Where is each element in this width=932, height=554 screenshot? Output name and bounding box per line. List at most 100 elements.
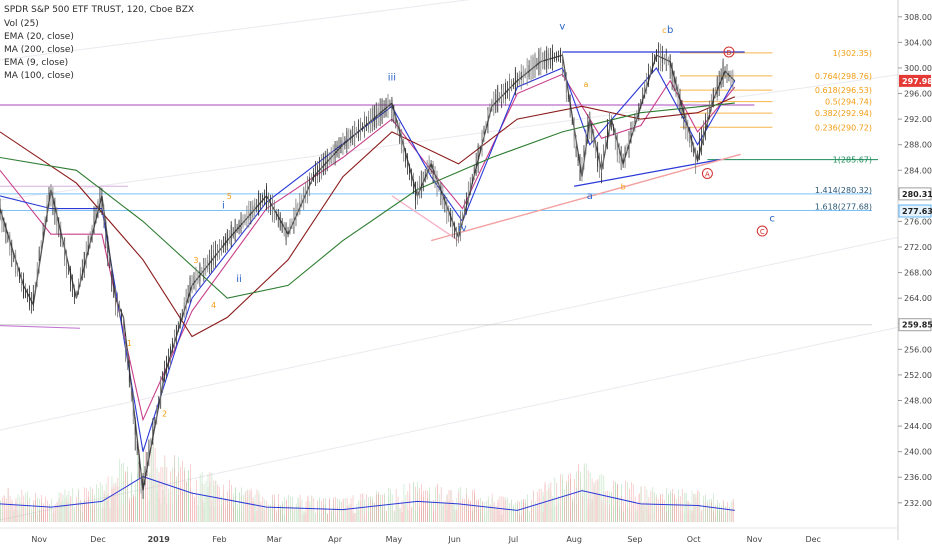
time-axis[interactable]: Nov Dec 2019 Feb Mar Apr May Jun Jul Aug Sep Oct Nov… xyxy=(0,527,898,544)
volume-bar xyxy=(274,503,275,522)
volume-bar xyxy=(50,498,52,522)
volume-bar xyxy=(162,467,164,522)
volume-bar xyxy=(407,511,409,522)
volume-bar xyxy=(213,485,215,522)
volume-bar xyxy=(56,502,58,522)
volume-bar xyxy=(280,504,281,522)
volume-bar xyxy=(454,503,456,522)
wave-label: iii xyxy=(388,73,396,84)
wave-label: a xyxy=(583,80,588,89)
volume-bar xyxy=(39,510,40,522)
volume-bar xyxy=(242,494,244,522)
indicator-ma200[interactable]: MA (200, close) xyxy=(4,45,74,55)
price-axis[interactable]: 308.00 304.00 300.00 296.00 292.00 288.00 284.… xyxy=(897,0,932,550)
volume-bar xyxy=(589,472,591,522)
volume-bar xyxy=(166,503,168,522)
volume-bar xyxy=(148,500,150,522)
volume-bar xyxy=(23,495,25,522)
volume-bar xyxy=(705,510,706,522)
volume-bar xyxy=(272,499,273,522)
volume-bar xyxy=(0,501,1,522)
volume-bar xyxy=(252,501,254,522)
volume-bar xyxy=(446,495,448,522)
volume-bar xyxy=(444,503,446,522)
volume-bar xyxy=(319,497,320,522)
volume-bar xyxy=(248,510,250,522)
indicator-ema9[interactable]: EMA (9, close) xyxy=(4,58,68,68)
volume-bar xyxy=(603,475,605,522)
volume-bar xyxy=(52,512,54,522)
volume-bar xyxy=(33,503,34,522)
volume-bar xyxy=(401,500,403,522)
volume-bar xyxy=(413,483,415,522)
volume-bar xyxy=(629,488,630,522)
left-support-line xyxy=(0,325,81,329)
volume-bar xyxy=(580,471,581,522)
volume-bar xyxy=(393,511,395,522)
volume-bar xyxy=(497,499,499,522)
volume-bar xyxy=(291,496,293,522)
volume-bar xyxy=(188,476,189,522)
indicator-ema20[interactable]: EMA (20, close) xyxy=(4,32,74,42)
fib-level-label: 0.618(296.53) xyxy=(815,86,872,95)
volume-bar xyxy=(125,488,126,522)
volume-bar xyxy=(409,495,411,522)
volume-bar xyxy=(601,500,603,522)
volume-bar xyxy=(182,460,183,522)
volume-bar xyxy=(372,497,373,522)
volume-bar xyxy=(348,503,350,522)
price-tag-text: 277.63 xyxy=(902,207,932,216)
time-tick-label: Nov xyxy=(31,535,47,544)
time-tick-label: Jul xyxy=(508,535,519,544)
volume-bar xyxy=(482,501,483,522)
volume-bar xyxy=(211,500,213,522)
volume-bar xyxy=(60,502,62,522)
volume-bar xyxy=(284,514,285,522)
volume-bar xyxy=(609,504,610,522)
volume-bar xyxy=(519,515,520,522)
volume-bar xyxy=(131,472,132,522)
volume-bar xyxy=(687,512,689,522)
volume-bar xyxy=(305,501,307,522)
volume-bar xyxy=(576,471,577,522)
volume-bar xyxy=(88,491,89,522)
volume-bar xyxy=(66,501,68,522)
volume-bar xyxy=(674,496,675,522)
volume-bar xyxy=(25,492,27,522)
volume-bar xyxy=(527,494,528,522)
fib-target-label: 1(285.67) xyxy=(833,156,872,165)
volume-bar xyxy=(627,481,628,522)
volume-bar xyxy=(270,504,271,522)
indicator-volume[interactable]: Vol (25) xyxy=(4,19,39,29)
fib-level-label: 0.5(294.74) xyxy=(825,98,872,107)
volume-bar xyxy=(591,499,593,522)
volume-bar xyxy=(691,510,693,522)
volume-bar xyxy=(45,496,46,522)
volume-bar xyxy=(668,495,669,522)
volume-bar xyxy=(436,485,438,522)
volume-bar xyxy=(438,493,440,522)
circled-wave-marker xyxy=(701,167,713,179)
volume-bar xyxy=(62,500,64,522)
volume-bar xyxy=(219,487,221,522)
volume-bar xyxy=(92,488,93,522)
volume-bar xyxy=(37,497,38,522)
indicator-ma100[interactable]: MA (100, close) xyxy=(4,71,74,81)
time-tick-label: Apr xyxy=(328,535,343,544)
volume-bar xyxy=(180,487,181,522)
volume-bar xyxy=(168,492,170,522)
volume-bar xyxy=(521,515,522,522)
volume-bar xyxy=(548,488,550,522)
volume-bar xyxy=(599,474,601,522)
volume-bar xyxy=(527,509,528,522)
volume-bar xyxy=(581,495,583,522)
volume-bar xyxy=(172,467,173,522)
volume-bar xyxy=(501,514,503,522)
volume-bar xyxy=(123,476,125,522)
volume-bar xyxy=(15,498,17,522)
price-tag-box xyxy=(898,204,932,218)
volume-bar xyxy=(203,501,205,522)
volume-bar xyxy=(656,497,657,522)
